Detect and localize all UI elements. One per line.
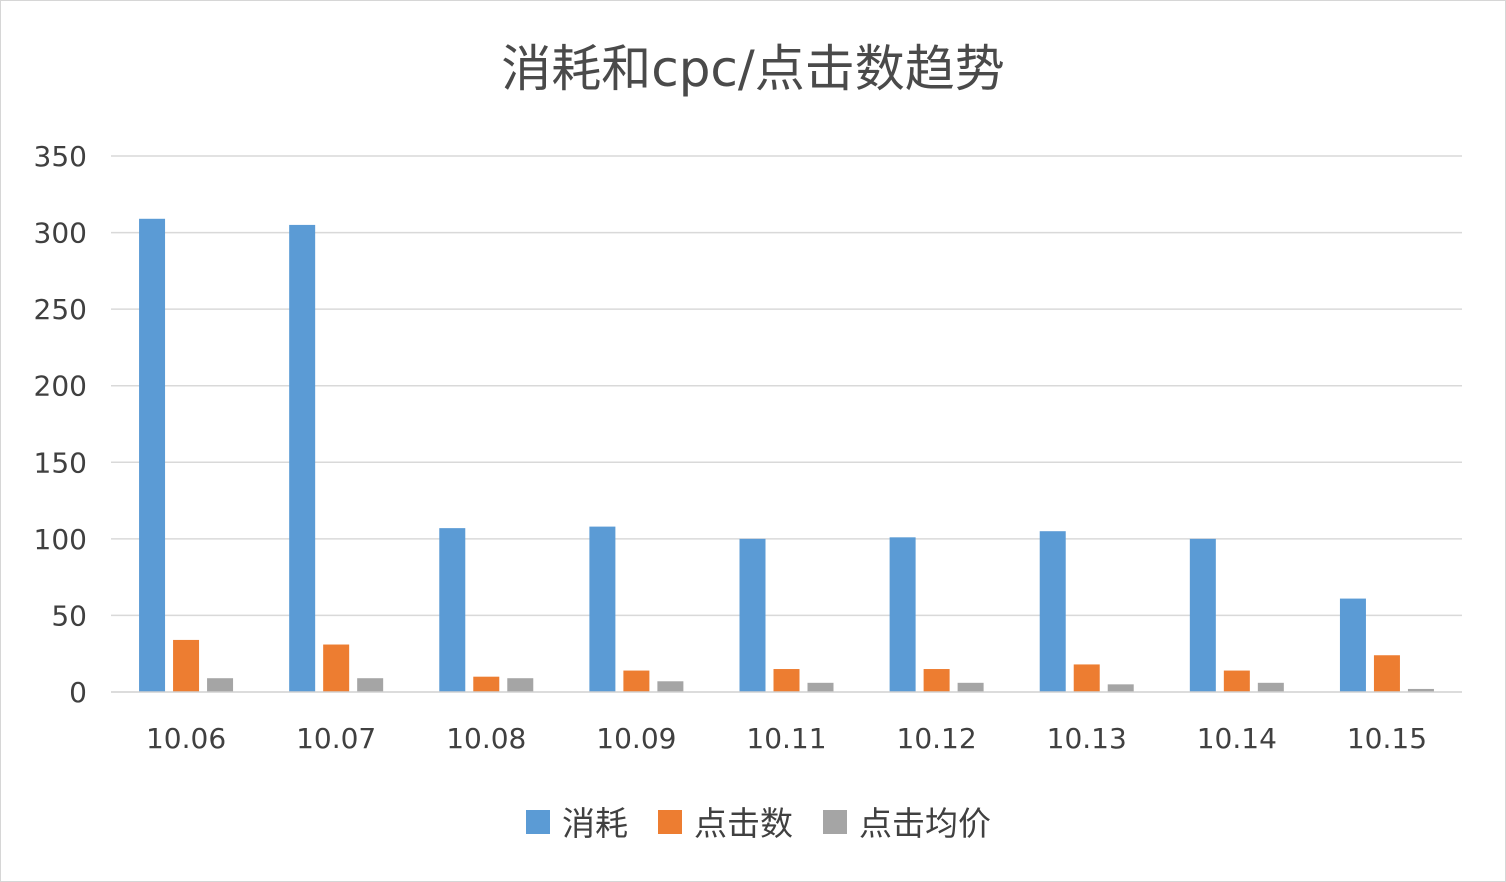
bar-3-10.09	[657, 681, 684, 692]
bar-1-10.14	[1189, 538, 1216, 692]
x-tick-label: 10.07	[296, 722, 376, 755]
bar-1-10.09	[589, 526, 616, 692]
x-tick-label: 10.11	[746, 722, 826, 755]
bar-2-10.14	[1223, 670, 1250, 692]
bar-2-10.08	[473, 676, 500, 692]
x-tick-label: 10.06	[146, 722, 226, 755]
x-tick-label: 10.15	[1347, 722, 1427, 755]
bar-3-10.07	[357, 678, 384, 692]
bar-3-10.15	[1407, 688, 1434, 692]
y-tick-label: 50	[51, 599, 87, 632]
bar-1-10.13	[1039, 531, 1066, 692]
bar-1-10.08	[439, 528, 466, 692]
y-tick-label: 350	[34, 140, 87, 173]
y-tick-label: 0	[69, 676, 87, 709]
bar-2-10.09	[623, 670, 650, 692]
legend-label: 消耗	[562, 804, 628, 843]
bar-1-10.11	[739, 538, 766, 692]
bar-3-10.12	[957, 682, 984, 692]
x-tick-label: 10.09	[596, 722, 676, 755]
x-tick-label: 10.13	[1047, 722, 1127, 755]
legend-swatch	[823, 810, 847, 834]
y-tick-label: 250	[34, 293, 87, 326]
bar-3-10.08	[507, 678, 534, 692]
x-tick-label: 10.12	[897, 722, 977, 755]
legend-label: 点击均价	[859, 804, 991, 843]
legend: 消耗 点击数 点击均价	[526, 804, 991, 843]
x-tick-label: 10.08	[446, 722, 526, 755]
bar-2-10.07	[323, 644, 350, 692]
chart-title: 消耗和cpc/点击数趋势	[501, 40, 1005, 98]
legend-label: 点击数	[694, 804, 793, 843]
y-tick-label: 300	[34, 217, 87, 250]
bar-3-10.06	[207, 678, 234, 692]
bar-2-10.12	[923, 669, 950, 692]
bars	[139, 218, 1434, 692]
y-tick-label: 150	[34, 446, 87, 479]
y-axis-ticks: 0 50 100 150 200 250 300 350	[34, 140, 87, 709]
bar-1-10.12	[889, 537, 916, 692]
x-tick-label: 10.14	[1197, 722, 1277, 755]
bar-3-10.14	[1257, 682, 1284, 692]
bar-2-10.13	[1073, 664, 1100, 692]
bar-2-10.15	[1373, 655, 1400, 692]
bar-1-10.07	[289, 224, 316, 692]
legend-swatch	[658, 810, 682, 834]
x-axis-ticks: 10.06 10.07 10.08 10.09 10.11 10.12 10.13 10.14…	[146, 722, 1427, 755]
legend-swatch	[526, 810, 550, 834]
y-tick-label: 100	[34, 523, 87, 556]
bar-1-10.06	[139, 218, 166, 692]
bar-3-10.11	[807, 682, 834, 692]
bar-3-10.13	[1107, 684, 1134, 692]
bar-2-10.11	[773, 669, 800, 692]
bar-1-10.15	[1339, 598, 1366, 692]
bar-2-10.06	[173, 639, 200, 692]
y-tick-label: 200	[34, 370, 87, 403]
gridlines	[111, 155, 1462, 617]
